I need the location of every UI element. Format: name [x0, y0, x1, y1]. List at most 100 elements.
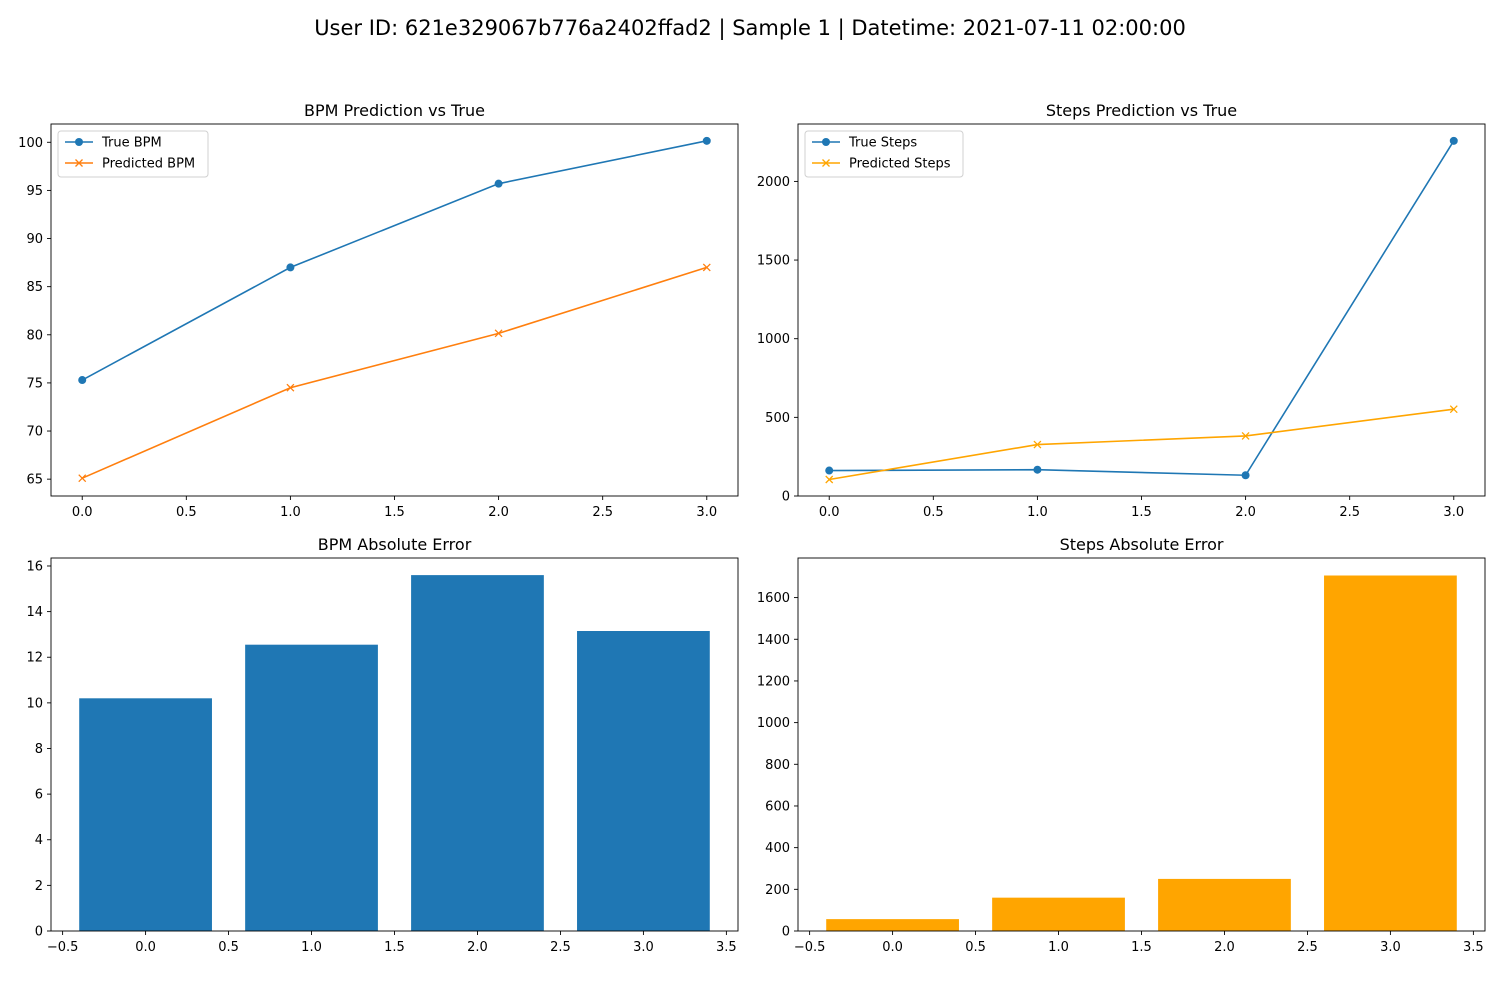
y-tick-label: 1500 [757, 254, 790, 269]
y-tick-label: 1600 [757, 591, 790, 606]
x-tick-label: 1.5 [1131, 505, 1152, 520]
y-tick-label: 400 [765, 841, 790, 856]
x-tick-label: 2.5 [1339, 505, 1360, 520]
x-tick-label: 2.5 [550, 940, 571, 955]
legend-label: True BPM [101, 136, 162, 151]
chart-title: Steps Prediction vs True [1046, 101, 1237, 120]
bar [992, 897, 1125, 931]
y-tick-label: 2000 [757, 175, 790, 190]
series-line [81, 266, 708, 479]
y-tick-label: 200 [765, 883, 790, 898]
data-point [1449, 136, 1458, 145]
data-point [494, 329, 503, 338]
data-point [1241, 471, 1250, 480]
series-true-bpm [78, 136, 711, 385]
marker-stroke [1449, 405, 1458, 414]
x-tick-label: 3.0 [1443, 505, 1464, 520]
bar [411, 575, 544, 931]
y-tick-label: 90 [26, 232, 43, 247]
x-tick-label: 0.5 [218, 940, 239, 955]
chart-title: BPM Absolute Error [318, 535, 472, 554]
y-tick-label: 12 [26, 651, 43, 666]
legend: True Steps Predicted Steps [804, 130, 964, 178]
series-predicted-steps [825, 405, 1458, 484]
y-tick-label: 85 [26, 280, 43, 295]
data-point [702, 136, 711, 145]
series-line [829, 408, 1454, 481]
y-tick-label: 1000 [757, 716, 790, 731]
x-tick-label: 0.5 [176, 505, 197, 520]
data-point [825, 466, 834, 475]
x-tick-label: 1.0 [301, 940, 322, 955]
y-tick-label: 0 [782, 490, 790, 505]
chart-steps-line: Steps Prediction vs True 0.0 0.5 1.0 1.5 2.0 2… [757, 101, 1486, 520]
data-point [286, 263, 295, 272]
x-tick-label: 1.5 [384, 505, 405, 520]
x-tick-label: 0.0 [819, 505, 840, 520]
marker-stroke [1241, 431, 1250, 440]
x-tick-label: −0.5 [794, 940, 826, 955]
x-tick-label: 3.5 [1463, 940, 1484, 955]
x-tick-label: 2.0 [467, 940, 488, 955]
y-tick-label: 8 [35, 742, 43, 757]
chart-bpm-error: BPM Absolute Error −0.5 0.0 0.5 1.0 1.5 2.0 2.5… [26, 535, 739, 955]
data-point [78, 474, 87, 483]
x-tick-label: 2.0 [1235, 505, 1256, 520]
legend-marker [822, 138, 830, 146]
y-tick-label: 500 [765, 411, 790, 426]
x-tick-label: −0.5 [47, 940, 79, 955]
chart-bpm-line: BPM Prediction vs True 0.0 0.5 1.0 1.5 2.0 2.5… [18, 101, 739, 520]
legend-label: Predicted BPM [102, 157, 195, 172]
y-tick-label: 1200 [757, 674, 790, 689]
x-tick-label: 0.5 [923, 505, 944, 520]
y-tick-label: 0 [35, 925, 43, 940]
x-tick-label: 1.0 [280, 505, 301, 520]
chart-title: BPM Prediction vs True [304, 101, 485, 120]
data-point [286, 383, 295, 392]
bar [1158, 878, 1291, 931]
legend-marker [75, 138, 83, 146]
chart-title: Steps Absolute Error [1060, 535, 1224, 554]
x-tick-label: 3.5 [716, 940, 737, 955]
x-tick-label: 2.5 [592, 505, 613, 520]
x-tick-label: 3.0 [1380, 940, 1401, 955]
data-point [1033, 440, 1042, 449]
y-tick-label: 14 [26, 605, 43, 620]
y-tick-label: 800 [765, 758, 790, 773]
data-point [825, 475, 834, 484]
legend-marker [75, 159, 83, 167]
axes-frame [50, 123, 739, 497]
x-tick-label: 1.5 [1131, 940, 1152, 955]
legend-marker [822, 159, 830, 167]
y-tick-label: 100 [18, 136, 43, 151]
x-tick-label: 3.0 [633, 940, 654, 955]
x-tick-label: 3.0 [696, 505, 717, 520]
y-tick-label: 10 [26, 696, 43, 711]
figure-title: User ID: 621e329067b776a2402ffad2 | Samp… [314, 16, 1186, 40]
x-tick-label: 2.0 [488, 505, 509, 520]
y-tick-label: 16 [26, 559, 43, 574]
legend: True BPM Predicted BPM [57, 130, 209, 178]
y-tick-label: 4 [35, 833, 43, 848]
data-point [78, 376, 87, 385]
legend-box [57, 130, 209, 178]
y-tick-label: 1400 [757, 633, 790, 648]
y-tick-label: 600 [765, 799, 790, 814]
y-tick-label: 6 [35, 788, 43, 803]
data-point [1449, 405, 1458, 414]
marker-stroke [286, 383, 295, 392]
y-tick-label: 75 [26, 376, 43, 391]
chart-steps-error: Steps Absolute Error −0.5 0.0 0.5 1.0 1.5 2.0 2… [757, 535, 1486, 955]
series-true-steps [825, 136, 1458, 480]
data-point [1241, 431, 1250, 440]
x-tick-label: 2.0 [1214, 940, 1235, 955]
bar [1324, 575, 1457, 931]
marker-stroke [78, 474, 87, 483]
y-tick-label: 80 [26, 328, 43, 343]
data-point [702, 263, 711, 272]
series-predicted-bpm [78, 263, 711, 483]
legend-label: Predicted Steps [849, 157, 951, 172]
bar [245, 644, 378, 931]
x-tick-label: 1.5 [384, 940, 405, 955]
